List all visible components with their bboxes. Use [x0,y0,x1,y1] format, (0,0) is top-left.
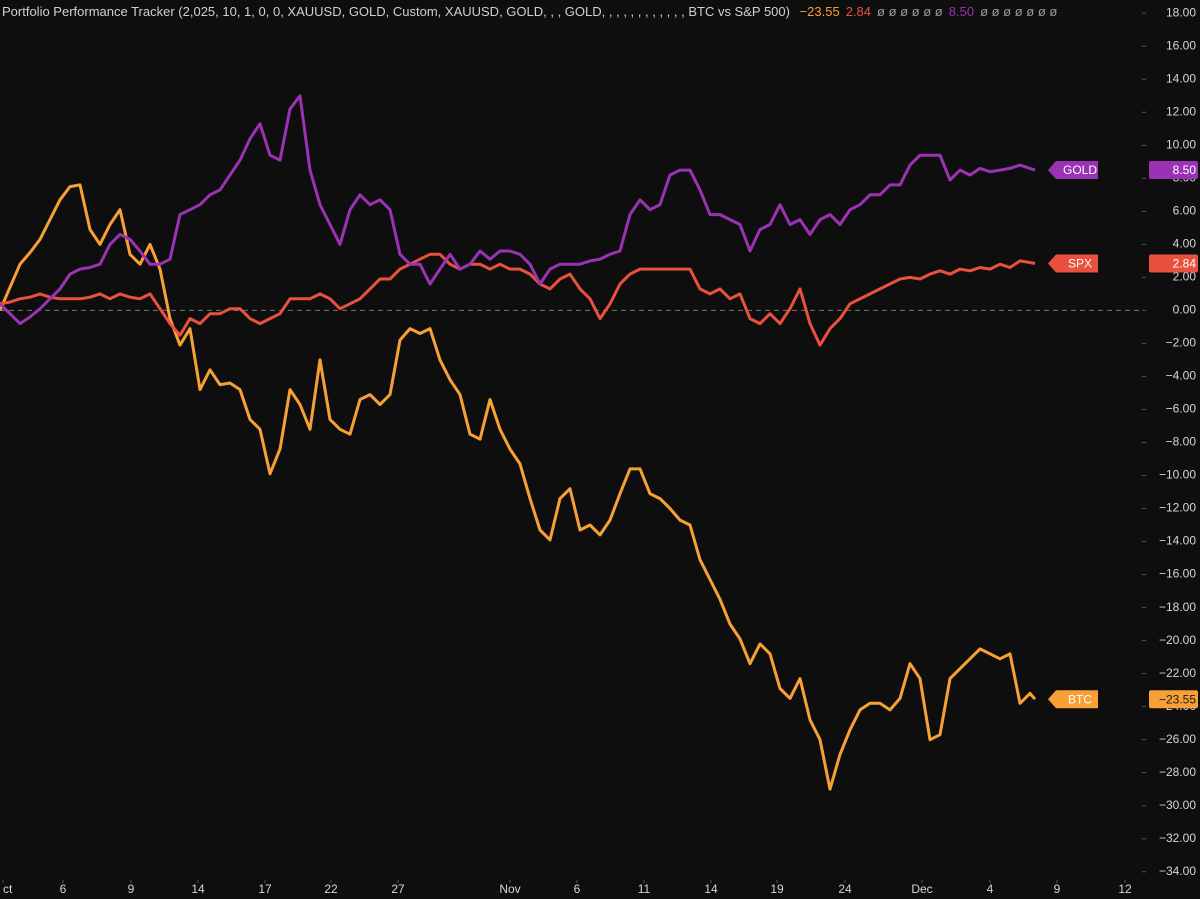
x-tick-label: 22 [324,882,338,896]
series-line [0,252,1036,347]
x-tick-label: 4 [987,882,994,896]
y-tick-label: 18.00 [1166,5,1196,19]
name-tag [1048,254,1098,273]
name-tag-label: BTC [1068,692,1092,706]
chart-title: Portfolio Performance Tracker (2,025, 10… [2,4,790,19]
x-tick-label: 9 [1054,882,1061,896]
x-tick-label: ct [3,882,13,896]
series-line [0,94,1036,326]
price-tag-label: 2.84 [1173,257,1197,271]
x-tick-label: 12 [1118,882,1132,896]
x-tick-label: Nov [499,882,520,896]
y-tick-label: −32.00 [1159,831,1196,845]
header-value: 8.50 [948,4,975,19]
y-tick-label: −28.00 [1159,765,1196,779]
x-tick-label: 6 [60,882,67,896]
name-tag [1048,161,1098,180]
y-tick-label: −14.00 [1159,534,1196,548]
header-placeholder: ø ø ø ø ø ø [877,4,943,19]
x-tick-label: 6 [574,882,581,896]
chart-header: Portfolio Performance Tracker (2,025, 10… [2,4,1069,19]
y-tick-label: 10.00 [1166,137,1196,151]
y-tick-label: −34.00 [1159,864,1196,878]
x-tick-label: Dec [911,882,932,896]
x-tick-label: 24 [838,882,852,896]
y-tick-label: 16.00 [1166,38,1196,52]
y-tick-label: −30.00 [1159,798,1196,812]
y-tick-label: −12.00 [1159,501,1196,515]
y-tick-label: 0.00 [1173,303,1197,317]
header-values: −23.55 2.84 ø ø ø ø ø ø 8.50 ø ø ø ø ø ø ø [800,4,1064,19]
y-tick-label: −18.00 [1159,600,1196,614]
name-tag-label: SPX [1068,257,1092,271]
price-tag [1149,254,1198,273]
x-tick-label: 9 [128,882,135,896]
y-tick-label: −20.00 [1159,633,1196,647]
y-tick-label: 4.00 [1173,237,1197,251]
name-tag [1048,690,1098,709]
y-tick-label: −8.00 [1166,435,1197,449]
y-tick-label: −4.00 [1166,369,1197,383]
price-tag-label: −23.55 [1159,692,1196,706]
y-tick-label: 2.00 [1173,270,1197,284]
x-tick-label: 17 [258,882,272,896]
y-tick-label: 6.00 [1173,204,1197,218]
x-tick-label: 14 [191,882,205,896]
series-line [0,183,1037,791]
y-tick-label: −10.00 [1159,468,1196,482]
y-tick-label: −6.00 [1166,402,1197,416]
y-tick-label: −2.00 [1166,336,1197,350]
y-tick-label: −16.00 [1159,567,1196,581]
x-tick-label: 11 [638,882,651,896]
x-tick-label: 19 [770,882,784,896]
x-tick-label: 14 [704,882,718,896]
header-value: −23.55 [799,4,840,19]
y-tick-label: −26.00 [1159,732,1196,746]
price-tag [1149,690,1198,709]
price-tag-label: 8.50 [1173,163,1197,177]
y-tick-label: 12.00 [1166,104,1196,118]
name-tag-label: GOLD [1063,163,1097,177]
x-tick-label: 27 [391,882,405,896]
y-tick-label: 14.00 [1166,71,1196,85]
header-placeholder: ø ø ø ø ø ø ø [980,4,1058,19]
price-tag [1149,161,1198,180]
header-value: 2.84 [845,4,872,19]
y-tick-label: −22.00 [1159,666,1196,680]
